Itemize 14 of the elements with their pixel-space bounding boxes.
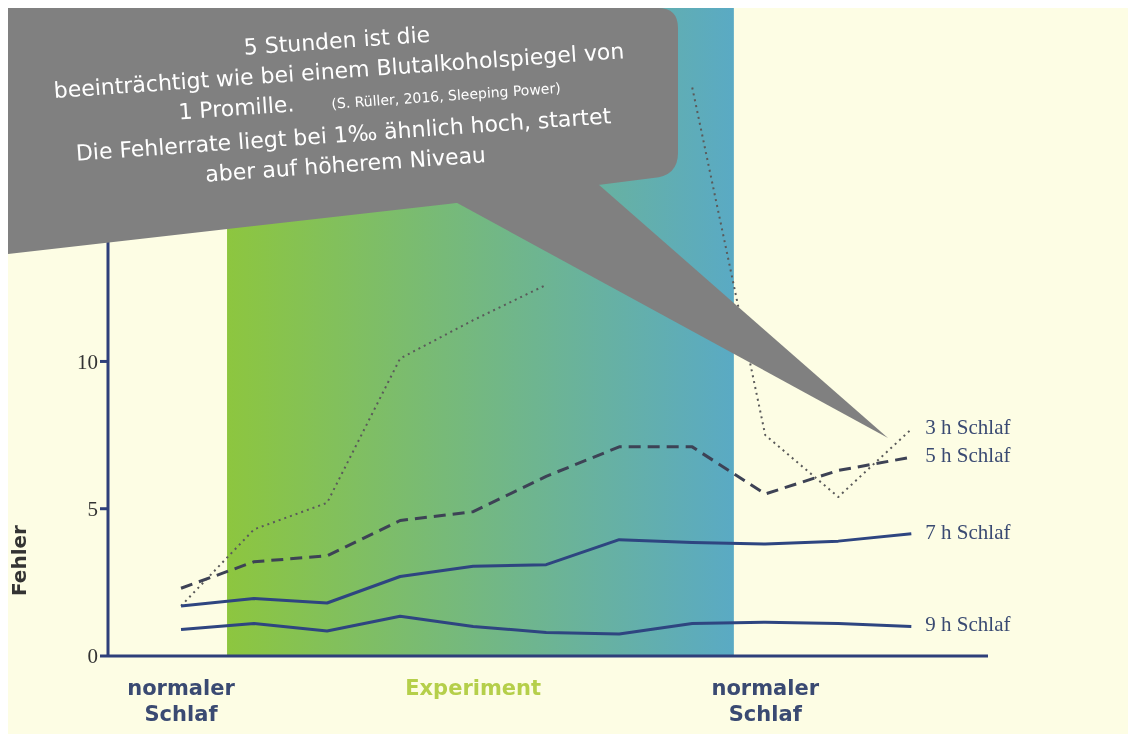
- line-series: [179, 532, 913, 608]
- x-tick-label: normaler Schlaf: [711, 676, 820, 727]
- y-axis-title: Fehler: [7, 524, 31, 596]
- y-tick-label: 10: [77, 349, 98, 374]
- line-series: [179, 614, 913, 636]
- y-tick-label: 0: [87, 644, 98, 669]
- series-label: 7 h Schlaf: [925, 519, 1011, 544]
- x-tick-label: Experiment: [405, 676, 542, 700]
- series-label: 5 h Schlaf: [925, 442, 1011, 467]
- y-tick-label: 5: [87, 497, 98, 522]
- series-label: 9 h Schlaf: [925, 612, 1011, 637]
- x-tick-label: normaler Schlaf: [127, 676, 236, 727]
- series-label: 3 h Schlaf: [925, 415, 1011, 440]
- annotation: (S. Rüller, 2016, Sleeping Power): [330, 79, 562, 112]
